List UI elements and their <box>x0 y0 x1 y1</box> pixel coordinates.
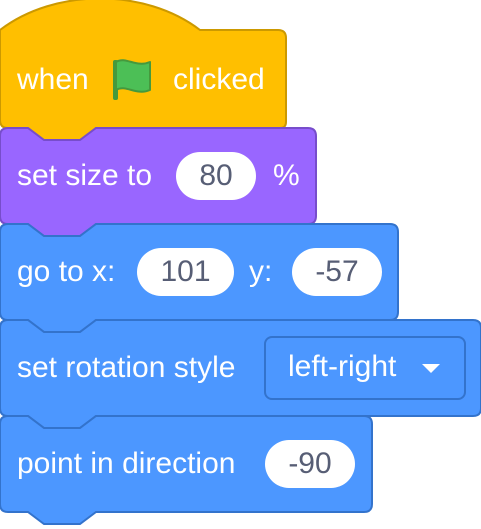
x-input[interactable]: 101 <box>137 248 234 296</box>
dropdown-caret-icon <box>422 364 440 373</box>
green-flag-icon <box>113 59 151 100</box>
y-input[interactable]: -57 <box>292 248 382 296</box>
set-rotation-style-label: set rotation style <box>17 351 236 384</box>
point-in-direction-label: point in direction <box>17 447 236 480</box>
y-label: y: <box>249 255 273 288</box>
go-to-x-label: go to x: <box>17 255 116 288</box>
set-size-label: set size to <box>17 159 153 192</box>
clicked-label: clicked <box>173 63 265 96</box>
size-input[interactable]: 80 <box>176 152 256 200</box>
rotation-style-dropdown[interactable]: left-right <box>264 336 466 400</box>
rotation-style-value: left-right <box>288 350 397 383</box>
percent-label: % <box>273 159 300 192</box>
when-label: when <box>17 63 89 96</box>
direction-input[interactable]: -90 <box>265 440 355 488</box>
